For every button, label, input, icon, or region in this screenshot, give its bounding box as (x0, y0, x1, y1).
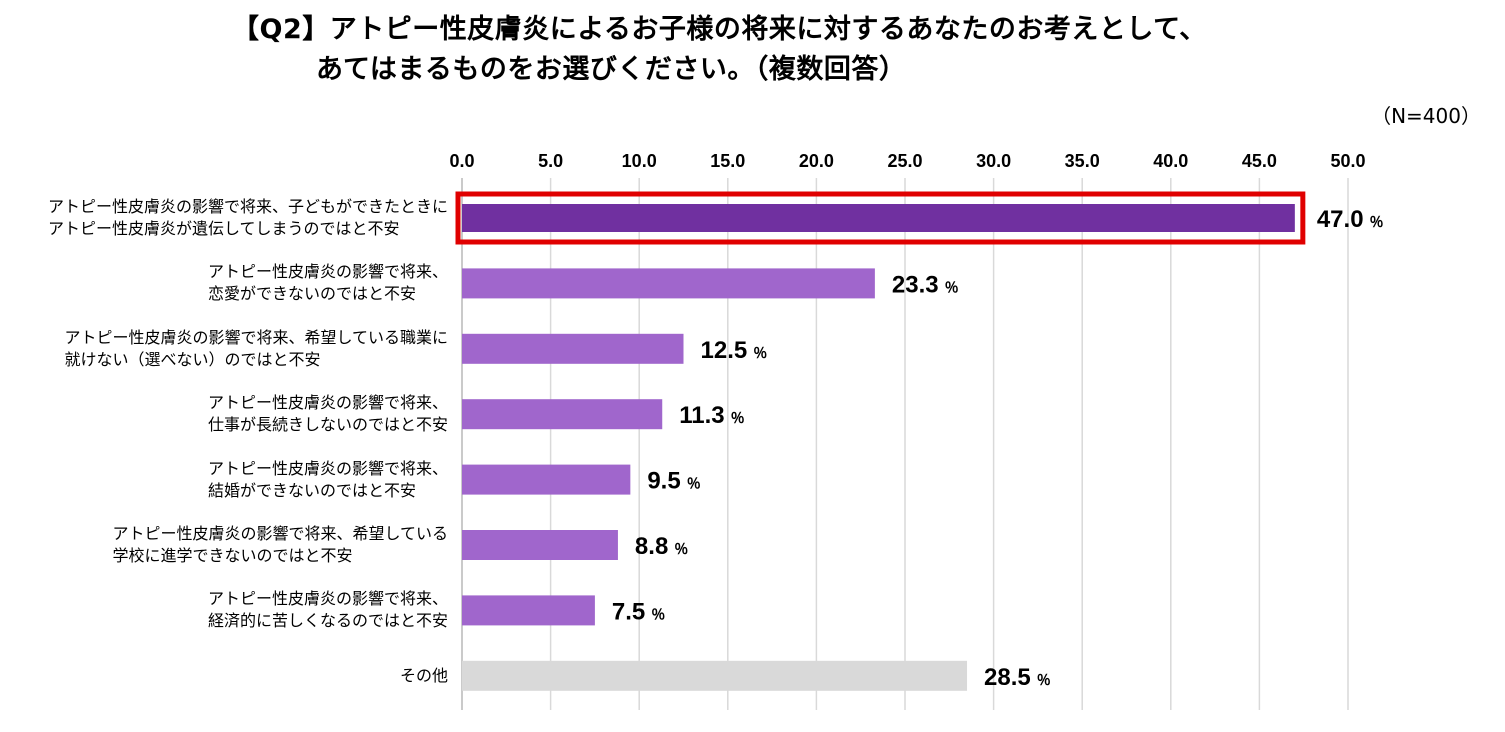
data-label-unit: ％ (1370, 214, 1384, 230)
chart-title: 【Q2】アトピー性皮膚炎によるお子様の将来に対するあなたのお考えとして、 あては… (232, 10, 1207, 90)
data-label: 12.5 ％ (701, 337, 768, 364)
x-tick-label: 45.0 (1242, 151, 1277, 171)
category-label: アトピー性皮膚炎の影響で将来、 結婚ができないのではと不安 (208, 458, 448, 502)
category-label-line2: 経済的に苦しくなるのではと不安 (207, 611, 448, 631)
bar (462, 660, 968, 691)
data-label: 47.0 ％ (1317, 206, 1384, 233)
category-label-line2: 仕事が長続きしないのではと不安 (207, 415, 448, 435)
category-label: アトピー性皮膚炎の影響で将来、希望している 学校に進学できないのではと不安 (112, 523, 448, 567)
category-label-line2: 結婚ができないのではと不安 (207, 480, 416, 500)
data-label-unit: ％ (1037, 672, 1051, 688)
category-label-line1: アトピー性皮膚炎の影響で将来、希望している職業に (64, 327, 448, 347)
x-tick-label: 0.0 (449, 151, 474, 171)
x-tick-label: 10.0 (622, 151, 657, 171)
category-label-line1: アトピー性皮膚炎の影響で将来、子どもができたときに (47, 197, 448, 216)
x-tick-label: 20.0 (799, 151, 834, 171)
category-label: アトピー性皮膚炎の影響で将来、 仕事が長続きしないのではと不安 (208, 392, 448, 436)
data-label-unit: ％ (651, 606, 665, 622)
category-label: その他 (400, 665, 448, 687)
data-label-value: 9.5 (647, 468, 680, 495)
data-label-value: 12.5 (701, 337, 748, 364)
data-label-unit: ％ (674, 541, 688, 557)
category-label-line2: 就けない（選べない）のではと不安 (64, 349, 321, 369)
x-tick-label: 25.0 (887, 151, 922, 171)
category-label-line1: その他 (399, 665, 448, 685)
data-label: 8.8 ％ (635, 533, 688, 560)
x-tick-label: 35.0 (1065, 151, 1100, 171)
bar (462, 333, 684, 364)
category-label-line1: アトピー性皮膚炎の影響で将来、 (207, 589, 448, 609)
bar (462, 595, 595, 626)
x-tick-label: 50.0 (1330, 151, 1365, 171)
x-tick-label: 5.0 (538, 151, 563, 171)
bar (462, 464, 631, 495)
data-label-unit: ％ (945, 279, 959, 295)
data-label: 28.5 ％ (984, 664, 1051, 691)
bar (462, 268, 875, 299)
category-label: アトピー性皮膚炎の影響で将来、希望している職業に 就けない（選べない）のではと不安 (64, 327, 448, 371)
category-label: アトピー性皮膚炎の影響で将来、 経済的に苦しくなるのではと不安 (208, 588, 448, 632)
chart-title-line2: あてはまるものをお選びください。（複数回答） (316, 54, 907, 85)
data-label-value: 11.3 (679, 402, 724, 429)
category-label-line1: アトピー性皮膚炎の影響で将来、 (207, 458, 448, 478)
chart-title-line1: 【Q2】アトピー性皮膚炎によるお子様の将来に対するあなたのお考えとして、 (232, 14, 1207, 45)
data-label: 9.5 ％ (647, 468, 700, 495)
category-label-line1: アトピー性皮膚炎の影響で将来、 (207, 262, 448, 282)
x-tick-label: 40.0 (1153, 151, 1188, 171)
data-label-unit: ％ (731, 410, 745, 426)
data-label-value: 23.3 (892, 271, 939, 298)
x-tick-label: 15.0 (710, 151, 745, 171)
data-label-value: 47.0 (1317, 206, 1364, 233)
x-tick-label: 30.0 (976, 151, 1011, 171)
category-label-line2: 学校に進学できないのではと不安 (112, 546, 353, 565)
category-label-line1: アトピー性皮膚炎の影響で将来、希望している (112, 524, 448, 543)
data-label: 7.5 ％ (612, 598, 665, 625)
data-label: 11.3 ％ (679, 402, 744, 429)
bar (462, 204, 1295, 232)
category-label: アトピー性皮膚炎の影響で将来、 恋愛ができないのではと不安 (208, 261, 448, 305)
sample-size-label: （N=400） (1371, 104, 1481, 128)
data-label-value: 8.8 (635, 533, 668, 560)
data-label-unit: ％ (753, 345, 767, 361)
data-label: 23.3 ％ (892, 271, 959, 298)
data-label-value: 7.5 (612, 598, 645, 625)
category-label: アトピー性皮膚炎の影響で将来、子どもができたときに アトピー性皮膚炎が遺伝してしま… (48, 196, 448, 240)
bar (462, 530, 618, 560)
data-label-value: 28.5 (984, 664, 1031, 691)
bar (462, 399, 663, 430)
category-label-line2: アトピー性皮膚炎が遺伝してしまうのではと不安 (47, 219, 400, 238)
highlight-frame (455, 191, 1306, 245)
category-label-line2: 恋愛ができないのではと不安 (207, 284, 416, 304)
data-label-unit: ％ (687, 476, 701, 492)
category-label-line1: アトピー性皮膚炎の影響で将来、 (207, 393, 448, 413)
